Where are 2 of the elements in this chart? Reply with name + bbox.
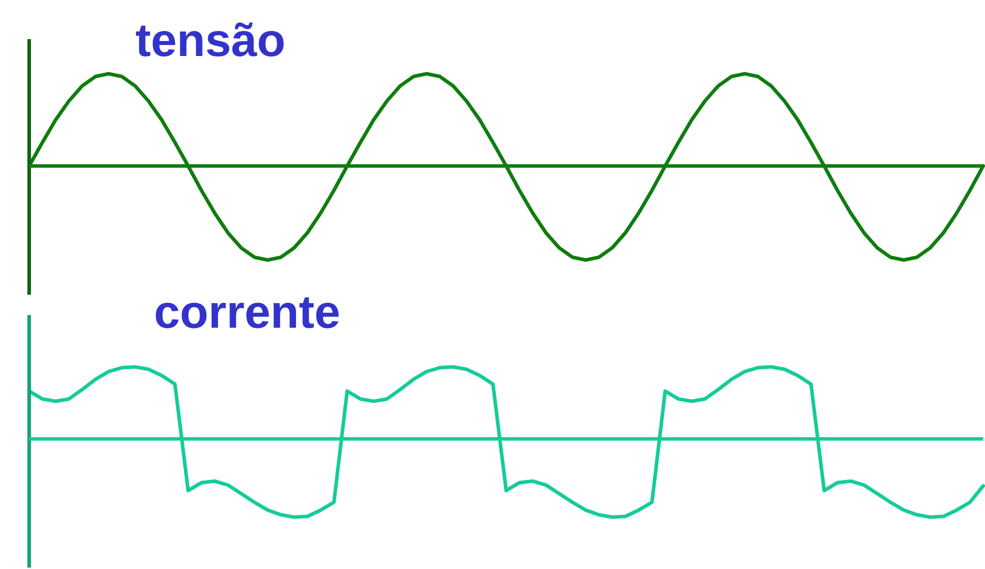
chart-title: tensão <box>136 22 284 56</box>
chart-title: corrente <box>156 297 339 328</box>
